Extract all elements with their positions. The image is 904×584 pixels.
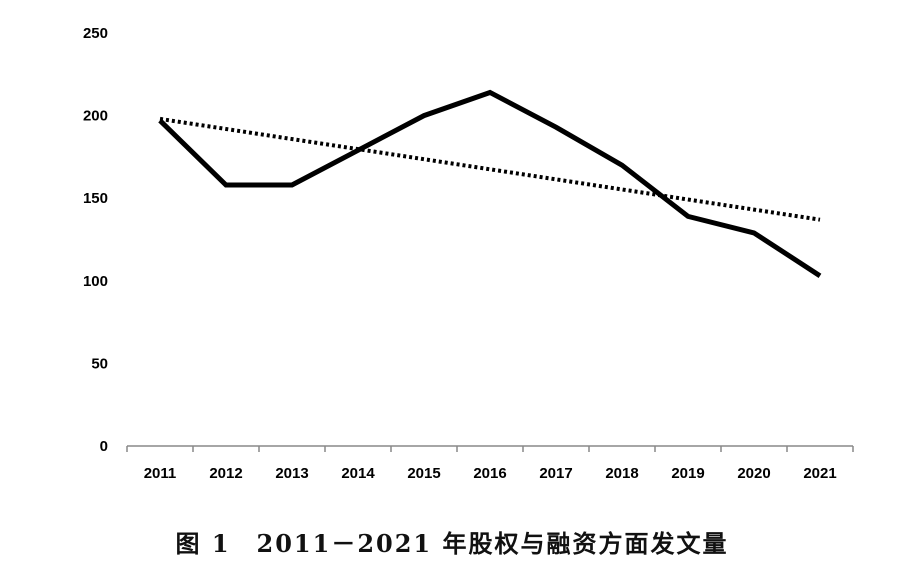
figure-caption: 图 1 2011－2021 年股权与融资方面发文量 xyxy=(175,529,729,558)
y-tick-label: 50 xyxy=(91,355,108,372)
trendline xyxy=(159,116,821,222)
x-tick-label: 2013 xyxy=(275,465,308,482)
x-tick-label: 2012 xyxy=(209,465,242,482)
y-tick-label: 100 xyxy=(83,273,108,290)
series-line xyxy=(158,89,822,278)
x-tick-label: 2014 xyxy=(341,465,375,482)
x-tick-label: 2017 xyxy=(539,465,572,482)
y-tick-label: 0 xyxy=(100,438,108,455)
series xyxy=(158,89,822,278)
x-tick-label: 2015 xyxy=(407,465,440,482)
y-tick-label: 200 xyxy=(83,108,108,125)
axes xyxy=(126,445,854,452)
x-tick-label: 2021 xyxy=(803,465,836,482)
x-tick-label: 2018 xyxy=(605,465,638,482)
y-tick-label: 150 xyxy=(83,190,108,207)
x-tick-label: 2011 xyxy=(144,465,177,482)
x-axis-ticks: 2011 2012 2013 2014 2015 2016 2017 2018 2019 2020… xyxy=(144,465,837,482)
line-chart: 0 50 100 150 200 250 2011 2012 2013 2014 2015 2016… xyxy=(83,25,854,482)
x-tick-label: 2020 xyxy=(737,465,770,482)
x-tick-label: 2019 xyxy=(671,465,704,482)
x-tick-label: 2016 xyxy=(473,465,506,482)
trendline-dotted xyxy=(159,116,821,222)
y-axis-ticks: 0 50 100 150 200 250 xyxy=(83,25,108,455)
y-tick-label: 250 xyxy=(83,25,108,42)
